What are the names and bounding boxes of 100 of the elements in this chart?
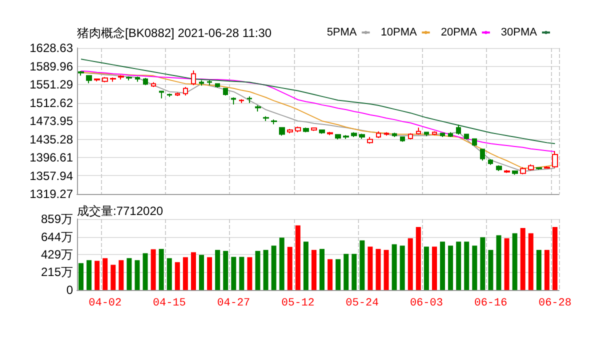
bar bbox=[166, 258, 172, 290]
candlestick bbox=[223, 87, 228, 96]
bar bbox=[552, 227, 558, 290]
candlestick bbox=[159, 90, 164, 99]
bar bbox=[512, 233, 518, 290]
y-tick-label: 1357.94 bbox=[30, 168, 74, 183]
candlestick bbox=[544, 166, 550, 170]
bar bbox=[295, 225, 300, 290]
x-tick-label: 04-27 bbox=[217, 298, 250, 310]
x-tick-label: 06-28 bbox=[538, 298, 572, 310]
legend-label: 20PMA bbox=[440, 26, 478, 38]
bar bbox=[118, 260, 124, 290]
candlestick bbox=[118, 74, 124, 80]
bar bbox=[142, 253, 148, 290]
bar bbox=[182, 257, 188, 290]
y-tick-label: 215万 bbox=[40, 265, 73, 280]
y-tick-label: 1435.28 bbox=[30, 132, 74, 146]
bar bbox=[336, 259, 341, 290]
bar bbox=[134, 260, 140, 290]
bar bbox=[158, 248, 164, 290]
bar bbox=[190, 252, 196, 290]
candlestick bbox=[86, 74, 92, 84]
bar bbox=[86, 260, 92, 290]
bar bbox=[448, 246, 454, 290]
candlestick bbox=[110, 77, 116, 82]
bar bbox=[328, 259, 333, 290]
bar bbox=[472, 246, 478, 290]
bar bbox=[344, 254, 349, 290]
candlestick bbox=[367, 136, 373, 144]
candlestick bbox=[472, 138, 477, 146]
bar bbox=[456, 242, 462, 290]
bar bbox=[432, 246, 437, 290]
bar bbox=[263, 250, 268, 290]
y-tick-label: 1512.62 bbox=[30, 96, 74, 110]
candlestick bbox=[376, 130, 381, 138]
candlestick bbox=[512, 170, 518, 176]
bar bbox=[311, 250, 316, 290]
x-tick-label: 06-16 bbox=[474, 298, 508, 310]
bar bbox=[303, 242, 308, 290]
y-tick-label: 859万 bbox=[40, 212, 73, 226]
bar bbox=[94, 260, 100, 290]
bar bbox=[352, 254, 357, 290]
y-tick-label: 1628.63 bbox=[30, 41, 74, 55]
bar bbox=[544, 250, 550, 290]
bar bbox=[528, 233, 534, 290]
bar bbox=[239, 256, 244, 290]
candlestick bbox=[102, 76, 108, 83]
candlestick bbox=[231, 96, 236, 105]
bar bbox=[215, 250, 220, 290]
candlestick bbox=[440, 132, 445, 138]
candlestick bbox=[183, 86, 188, 96]
candlestick bbox=[247, 96, 252, 104]
candlestick bbox=[536, 166, 542, 170]
bar bbox=[360, 240, 365, 290]
candlestick bbox=[504, 170, 510, 174]
candlestick bbox=[408, 132, 413, 140]
line-series bbox=[80, 58, 556, 144]
candlestick bbox=[424, 131, 429, 137]
y-tick-label: 644万 bbox=[40, 230, 73, 244]
bar bbox=[271, 246, 276, 290]
legend-label: 5PMA bbox=[326, 26, 358, 38]
bar bbox=[496, 235, 502, 290]
candlestick bbox=[416, 127, 421, 136]
legend-label: 10PMA bbox=[380, 26, 418, 38]
legend-label: 30PMA bbox=[500, 26, 538, 38]
x-tick-label: 05-24 bbox=[346, 298, 380, 310]
candlestick bbox=[207, 80, 212, 86]
candlestick bbox=[432, 130, 437, 136]
bar bbox=[207, 257, 212, 290]
candlestick bbox=[167, 93, 172, 98]
candlestick bbox=[126, 76, 132, 81]
candlestick bbox=[295, 126, 301, 133]
x-tick-label: 04-02 bbox=[88, 298, 122, 310]
candlestick bbox=[303, 127, 309, 133]
bar bbox=[408, 238, 413, 290]
candlestick bbox=[351, 132, 357, 138]
line-series bbox=[80, 70, 556, 152]
bar bbox=[247, 257, 252, 290]
bar bbox=[78, 263, 84, 290]
bar bbox=[174, 262, 180, 290]
candlestick bbox=[199, 80, 204, 86]
candlestick bbox=[456, 124, 461, 136]
x-tick-label: 06-03 bbox=[410, 298, 443, 310]
y-tick-label: 1396.61 bbox=[30, 150, 74, 164]
candlestick bbox=[400, 136, 405, 142]
bar bbox=[536, 250, 542, 290]
y-tick-label: 1319.27 bbox=[30, 187, 74, 201]
candlestick bbox=[215, 82, 220, 88]
candlestick bbox=[552, 150, 558, 168]
candlestick bbox=[335, 134, 341, 140]
bar bbox=[126, 258, 132, 290]
bar bbox=[488, 250, 494, 290]
candlestick bbox=[480, 148, 485, 162]
bar bbox=[102, 258, 108, 290]
candlestick bbox=[191, 70, 196, 86]
candlestick bbox=[78, 70, 84, 76]
candlestick bbox=[143, 78, 148, 86]
x-tick-label: 04-15 bbox=[152, 298, 186, 310]
candlestick bbox=[175, 92, 180, 96]
candlestick bbox=[271, 119, 277, 125]
